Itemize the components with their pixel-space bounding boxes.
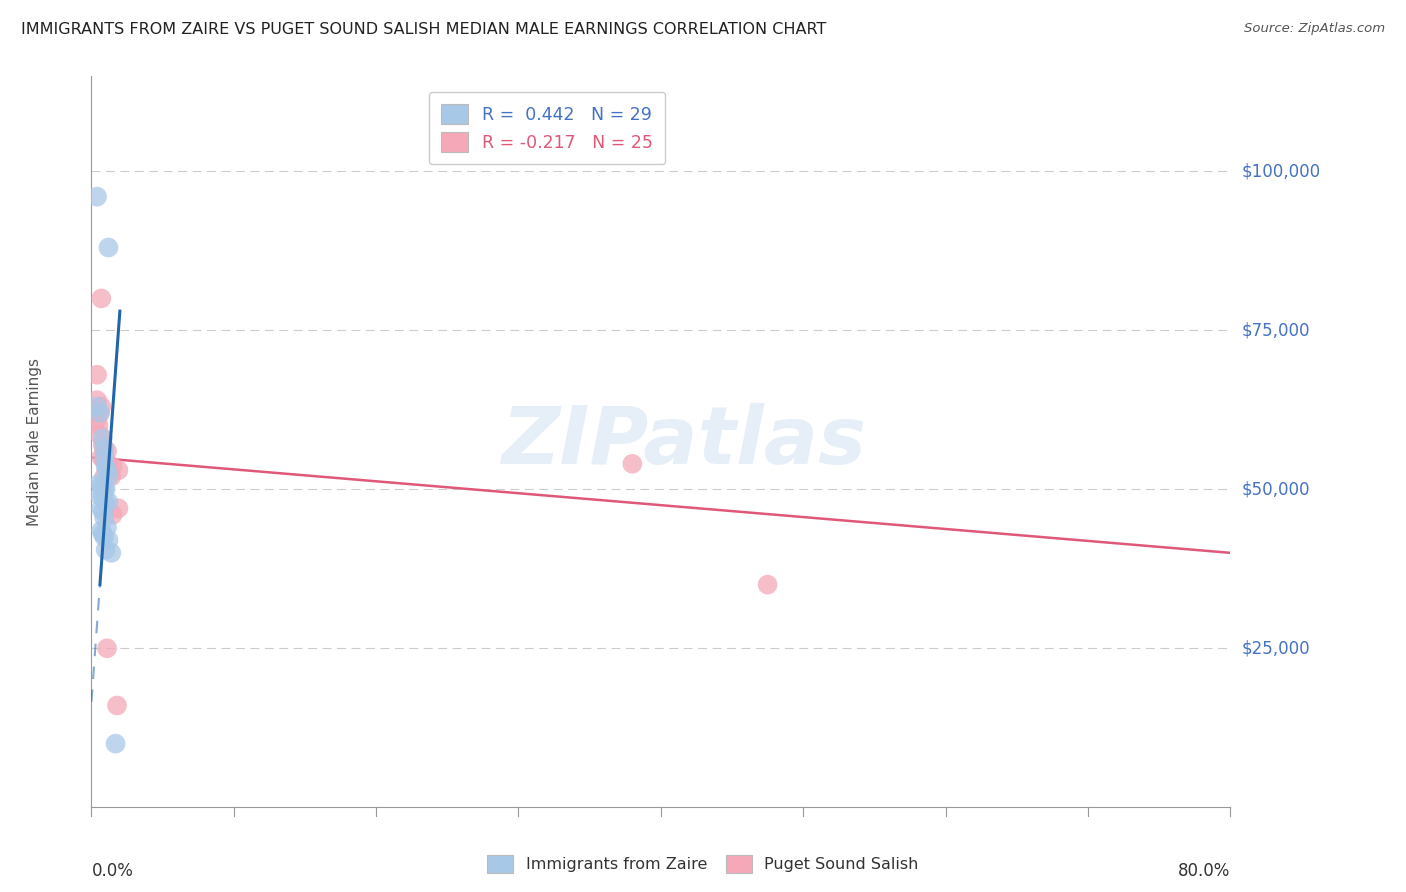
Point [101,460,124,475]
Point [94,542,117,557]
Point [89,428,111,442]
Point [93,530,115,544]
Text: 80.0%: 80.0% [1178,862,1230,880]
Point [96,463,118,477]
Point [756,577,779,591]
Text: IMMIGRANTS FROM ZAIRE VS PUGET SOUND SALISH MEDIAN MALE EARNINGS CORRELATION CHA: IMMIGRANTS FROM ZAIRE VS PUGET SOUND SAL… [21,22,827,37]
Text: $50,000: $50,000 [1241,480,1310,499]
Point [86,412,108,426]
Legend: Immigrants from Zaire, Puget Sound Salish: Immigrants from Zaire, Puget Sound Salis… [481,848,925,880]
Point [91,526,114,541]
Point [86,400,108,414]
Point [94,460,117,475]
Point [91,489,114,503]
Point [89,489,111,503]
Text: $100,000: $100,000 [1241,162,1320,180]
Point [90,400,112,414]
Text: Median Male Earnings: Median Male Earnings [27,358,42,525]
Point [90,524,112,538]
Text: ZIPatlas: ZIPatlas [501,402,866,481]
Point [87,418,110,433]
Text: $25,000: $25,000 [1241,640,1310,657]
Point [93,441,115,455]
Text: 0.0%: 0.0% [91,862,134,880]
Legend: R =  0.442   N = 29, R = -0.217   N = 25: R = 0.442 N = 29, R = -0.217 N = 25 [429,92,665,164]
Point [86,406,108,420]
Point [91,438,114,452]
Text: Source: ZipAtlas.com: Source: ZipAtlas.com [1244,22,1385,36]
Point [96,520,118,534]
Point [93,450,115,465]
Point [86,393,108,408]
Point [100,546,122,560]
Point [86,368,108,382]
Text: $75,000: $75,000 [1241,321,1310,339]
Point [91,431,114,445]
Point [101,508,124,522]
Point [86,189,108,203]
Point [93,482,115,496]
Point [97,457,120,471]
Point [94,495,117,509]
Point [97,495,120,509]
Point [100,469,122,483]
Point [93,444,115,458]
Point [94,482,117,496]
Point [89,406,111,420]
Point [91,504,114,518]
Point [105,698,128,713]
Point [90,501,112,516]
Point [104,737,127,751]
Point [97,469,120,483]
Point [89,406,111,420]
Point [96,641,118,656]
Point [107,501,129,516]
Point [90,292,112,306]
Point [93,469,115,483]
Point [93,453,115,467]
Point [93,511,115,525]
Point [621,457,644,471]
Point [89,475,111,490]
Point [90,479,112,493]
Point [97,533,120,548]
Point [90,450,112,465]
Point [107,463,129,477]
Point [96,444,118,458]
Point [97,241,120,255]
